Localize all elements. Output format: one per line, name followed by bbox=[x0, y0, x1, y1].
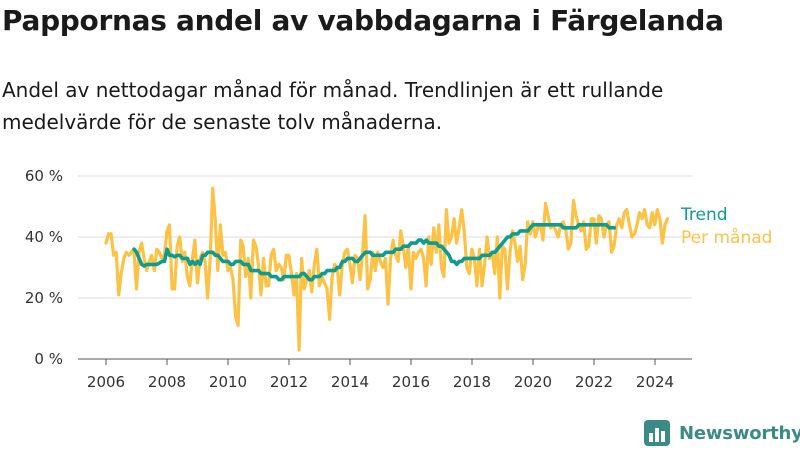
bar-chart-icon bbox=[644, 420, 670, 446]
brand-logo: Newsworthy bbox=[644, 419, 800, 447]
series-line-trend bbox=[132, 223, 616, 282]
y-tick-label: 20 % bbox=[25, 289, 63, 307]
chart-subtitle: Andel av nettodagar månad för månad. Tre… bbox=[2, 78, 664, 134]
series-line-per-manad bbox=[104, 186, 670, 352]
y-tick-label: 40 % bbox=[25, 228, 63, 246]
x-tick-label: 2014 bbox=[331, 373, 369, 391]
x-tick-label: 2020 bbox=[514, 373, 552, 391]
x-tick-label: 2024 bbox=[636, 373, 674, 391]
x-axis-ticks: 2006 2008 2010 2012 2014 2016 2018 2020 2022 2024 bbox=[87, 359, 674, 391]
y-tick-label: 60 % bbox=[25, 167, 63, 185]
x-tick-label: 2018 bbox=[453, 373, 491, 391]
x-tick-label: 2010 bbox=[209, 373, 247, 391]
brand-name: Newsworthy bbox=[679, 422, 800, 444]
legend-trend-label: Trend bbox=[680, 205, 728, 225]
x-tick-label: 2012 bbox=[270, 373, 308, 391]
series-lines bbox=[104, 186, 670, 352]
x-tick-label: 2016 bbox=[392, 373, 430, 391]
x-tick-label: 2006 bbox=[87, 373, 125, 391]
y-tick-label: 0 % bbox=[34, 350, 63, 368]
legend-monthly-label: Per månad bbox=[681, 227, 772, 248]
x-tick-label: 2008 bbox=[148, 373, 186, 391]
chart-title: Pappornas andel av vabbdagarna i Färgela… bbox=[2, 4, 724, 37]
x-tick-label: 2022 bbox=[575, 373, 613, 391]
y-axis-ticks: 0 % 20 % 40 % 60 % bbox=[25, 167, 63, 368]
